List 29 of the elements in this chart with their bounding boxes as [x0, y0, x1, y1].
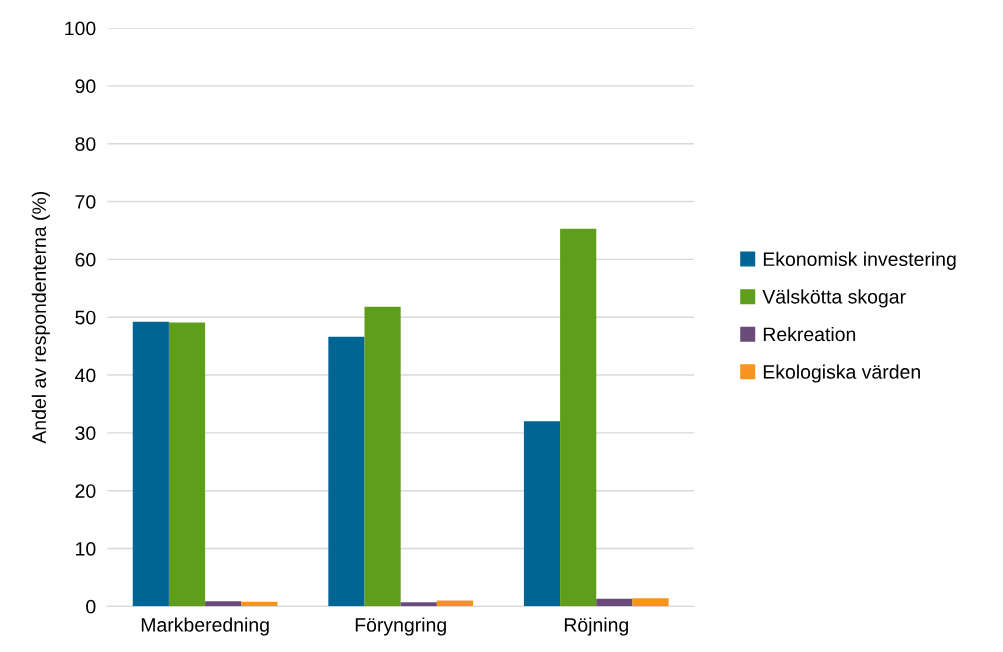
y-tick-label: 60: [75, 252, 96, 267]
y-tick-label: 20: [75, 484, 96, 498]
x-tick-label: Röjning: [564, 617, 628, 636]
y-tick-label: 50: [75, 310, 96, 325]
x-tick-label: Föryngring: [355, 617, 446, 636]
bar: [364, 306, 401, 607]
y-tick-label: 80: [75, 137, 96, 151]
bar: [523, 421, 561, 607]
bar: [328, 336, 365, 607]
bar: [168, 322, 206, 607]
y-tick-label: 0: [86, 599, 96, 614]
y-tick-label: 100: [65, 21, 96, 36]
legend-label: Rekreation: [763, 326, 856, 342]
bar: [205, 601, 242, 607]
bar: [596, 598, 633, 607]
bar: [400, 602, 437, 607]
bar: [132, 321, 169, 607]
y-tick-label: 70: [75, 195, 96, 209]
y-axis-title: Andel av respondenterna (%): [31, 191, 50, 444]
x-tick-label: Markberedning: [141, 617, 269, 636]
y-tick-label: 10: [76, 542, 96, 556]
y-tick-label: 40: [75, 368, 96, 383]
legend-label: Ekologiska värden: [763, 364, 920, 383]
bar: [560, 228, 597, 607]
legend-label: Välskötta skogar: [762, 289, 906, 308]
legend-label: Ekonomisk investering: [763, 251, 956, 270]
y-tick-label: 90: [75, 79, 96, 94]
y-tick-label: 30: [75, 426, 96, 441]
bar: [632, 598, 669, 607]
